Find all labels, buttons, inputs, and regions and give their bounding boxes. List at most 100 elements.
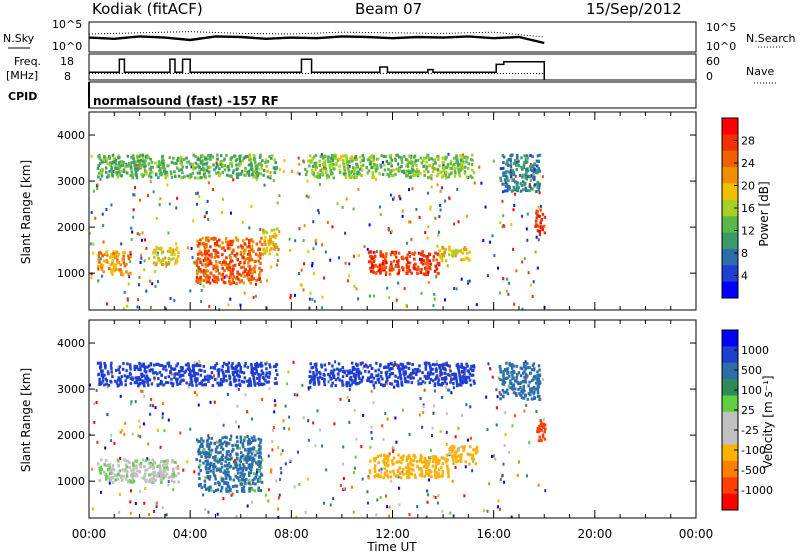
echo-cell [246,365,250,369]
echo-cell [318,173,322,177]
echo-cell [143,369,147,373]
echo-cell [540,428,543,432]
echo-cell [221,266,224,270]
echo-cell [162,383,165,387]
echo-cell [156,472,160,476]
echo-cell [156,253,159,257]
velocity-plot-bg [89,320,696,518]
echo-cell [144,154,148,158]
echo-cell [543,215,547,219]
echo-cell [243,274,246,278]
echo-cell [447,175,450,179]
echo-cell [213,280,216,284]
echo-cell [133,364,137,368]
scatter-cell [291,169,294,173]
echo-cell [431,460,435,464]
scatter-cell [196,202,199,206]
echo-cell [226,467,229,471]
echo-cell [119,263,123,267]
echo-cell [526,374,529,378]
scatter-cell [354,455,357,459]
echo-cell [360,164,363,168]
echo-cell [372,250,376,254]
echo-cell [434,466,438,470]
echo-cell [411,368,415,372]
echo-cell [405,269,409,273]
echo-cell [158,167,162,171]
scatter-cell [138,419,141,423]
scatter-cell [129,500,132,504]
echo-cell [99,158,103,162]
echo-cell [512,178,515,182]
echo-cell [459,154,462,158]
echo-cell [441,469,444,473]
echo-cell [154,371,157,375]
echo-cell [515,156,519,160]
echo-cell [251,170,255,174]
echo-cell [214,275,217,279]
echo-cell [114,253,117,257]
echo-cell [365,165,368,169]
echo-cell [215,445,219,449]
beam-title: Beam 07 [355,0,422,18]
echo-cell [424,164,427,168]
scatter-cell [256,470,259,474]
echo-cell [424,469,428,473]
echo-cell [139,158,143,162]
echo-cell [235,370,239,374]
scatter-cell [237,425,240,429]
echo-cell [330,163,334,167]
scatter-cell [269,171,272,175]
echo-cell [196,378,199,382]
echo-cell [203,378,207,382]
echo-cell [154,473,157,477]
echo-cell [396,468,400,472]
echo-cell [276,373,279,377]
echo-cell [537,166,540,170]
echo-cell [209,245,212,249]
echo-cell [253,158,256,162]
scatter-cell [241,220,244,224]
echo-cell [126,459,130,463]
echo-cell [122,458,126,462]
colorbar-swatch [722,167,738,184]
echo-cell [127,272,130,276]
echo-cell [328,160,331,164]
scatter-cell [464,465,467,469]
echo-cell [344,154,348,158]
scatter-cell [186,460,189,464]
echo-cell [474,462,478,466]
scatter-cell [436,362,439,366]
echo-cell [261,159,264,163]
scatter-cell [155,501,158,505]
scatter-cell [110,439,113,443]
scatter-cell [90,272,93,276]
echo-cell [132,464,135,468]
echo-cell [222,361,226,365]
scatter-cell [366,247,369,251]
echo-cell [239,368,242,372]
scatter-cell [339,397,342,401]
echo-cell [394,374,397,378]
echo-cell [359,362,363,366]
echo-cell [134,167,137,171]
scatter-cell [544,489,547,493]
echo-cell [234,384,238,388]
echo-cell [159,474,163,478]
scatter-cell [302,159,305,163]
scatter-cell [140,256,143,260]
power-ylabel: Slant Range [km] [19,160,33,264]
scatter-cell [134,400,137,404]
scatter-cell [529,162,532,166]
echo-cell [100,458,103,462]
echo-cell [264,243,267,247]
echo-cell [135,472,138,476]
echo-cell [458,172,461,176]
echo-cell [333,368,336,372]
scatter-cell [410,374,413,378]
echo-cell [433,382,437,386]
echo-cell [424,261,427,265]
echo-cell [246,452,250,456]
echo-cell [209,156,212,160]
echo-cell [225,264,228,268]
